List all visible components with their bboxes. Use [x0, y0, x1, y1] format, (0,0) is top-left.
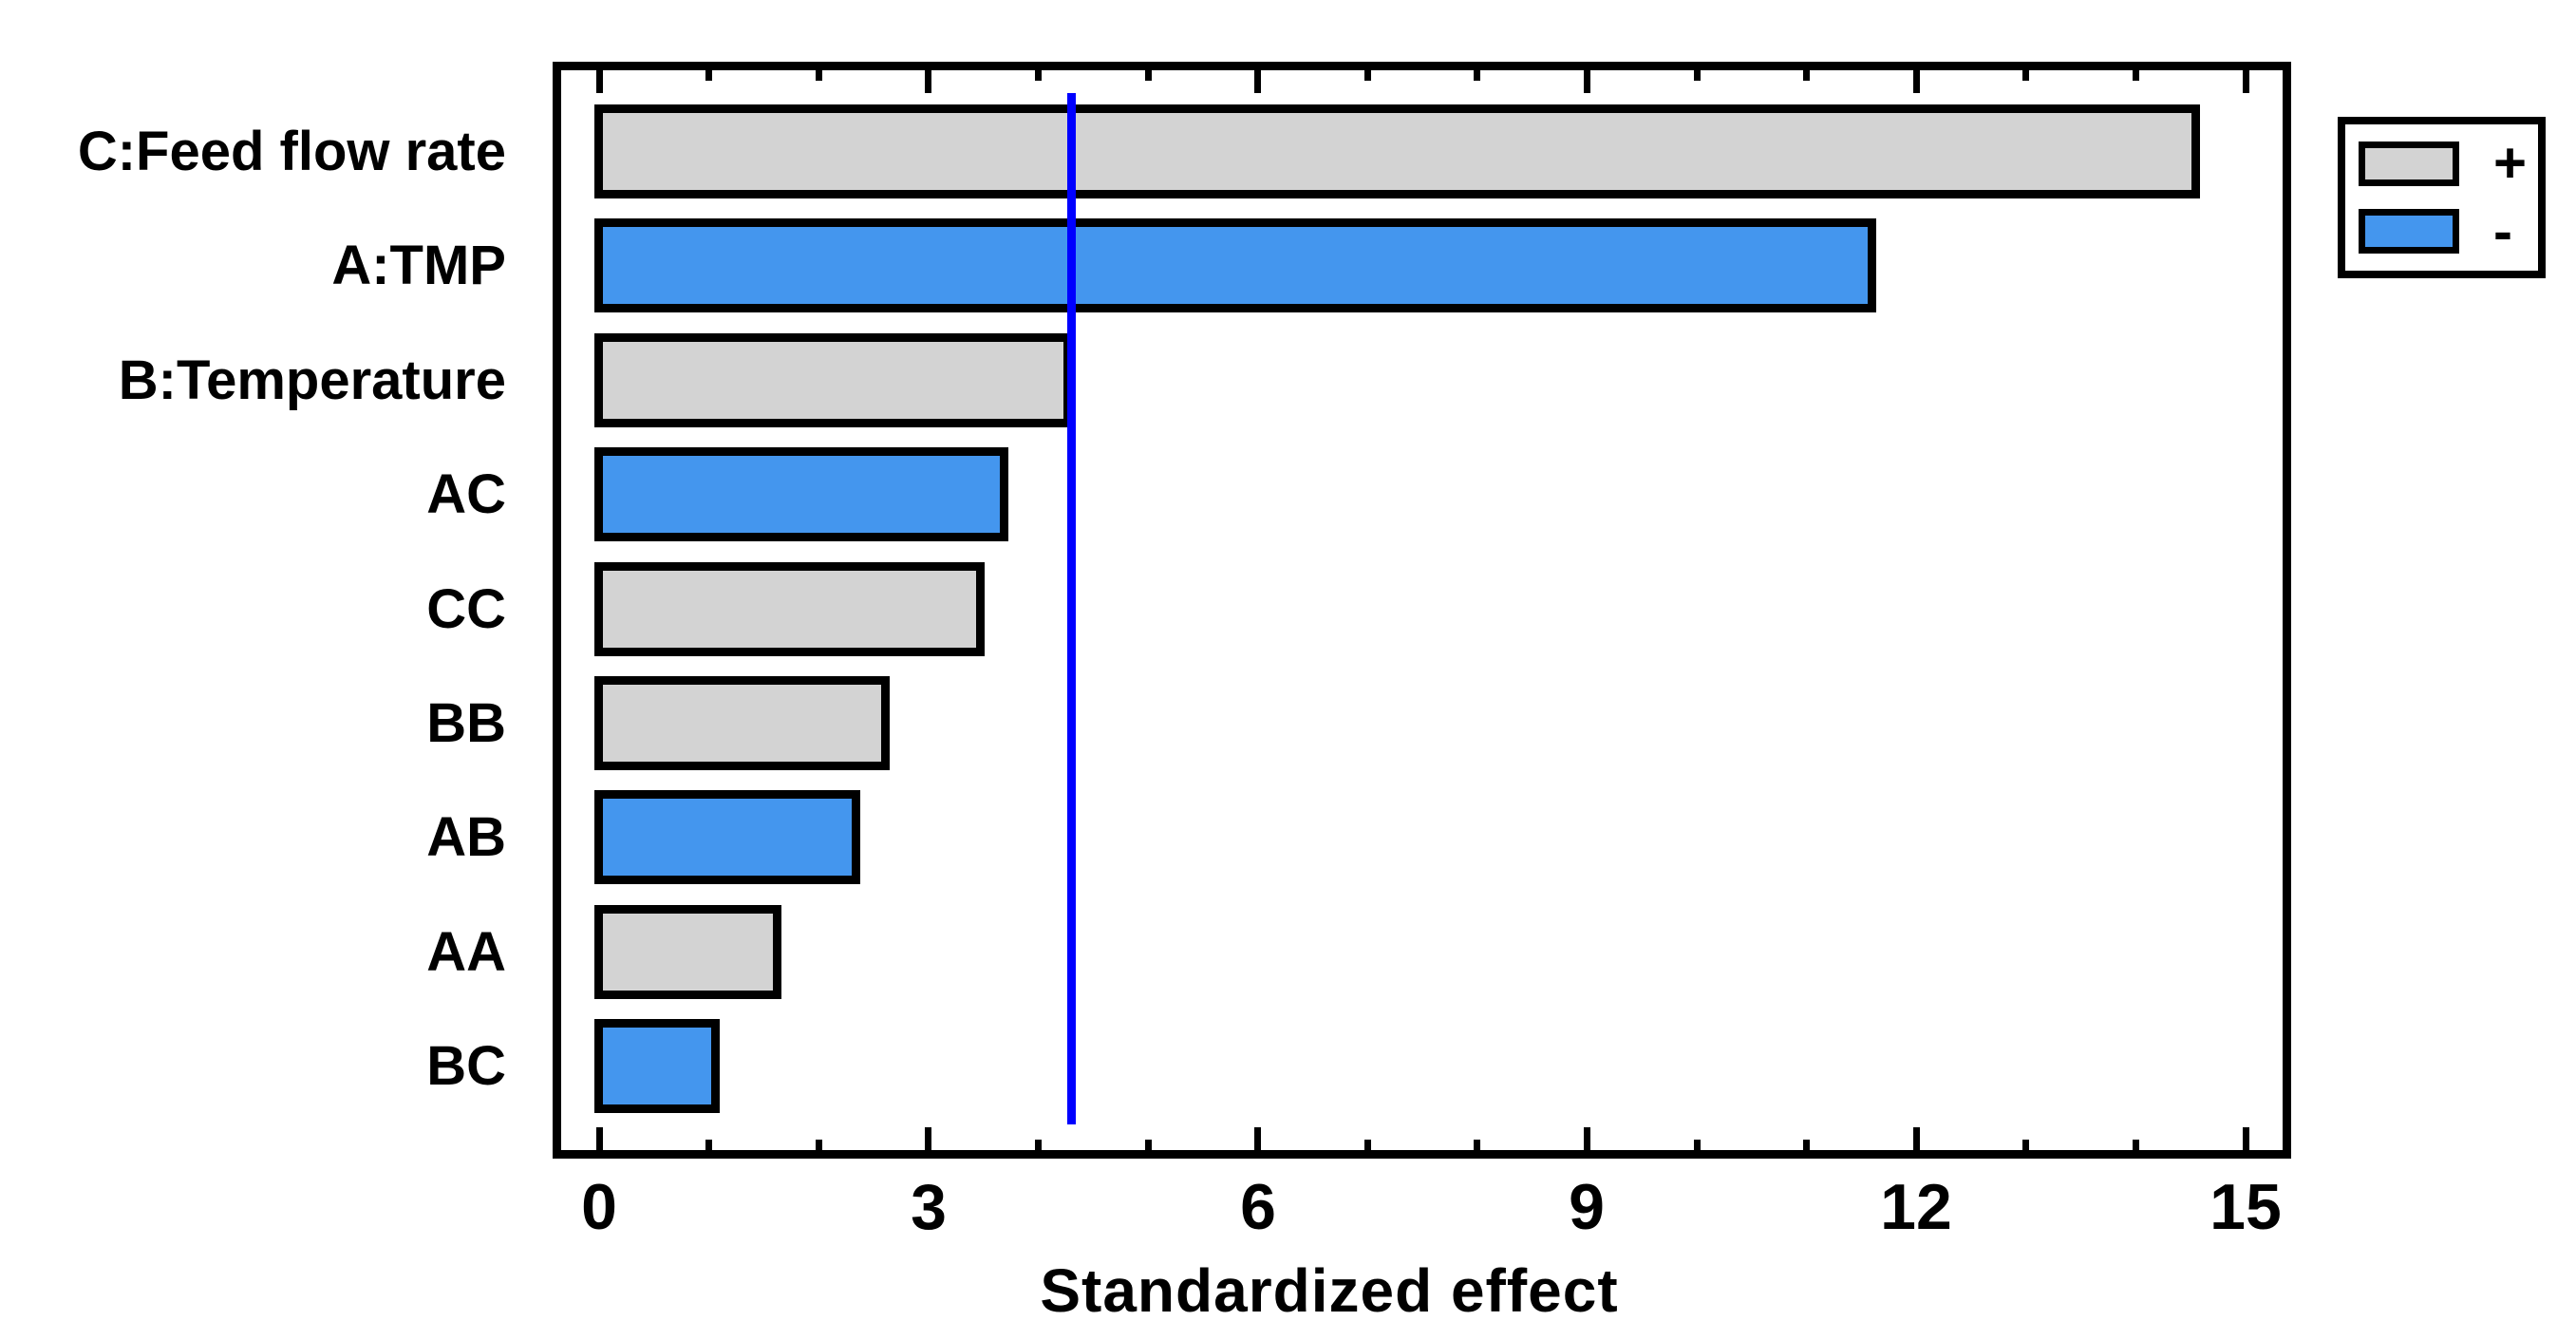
x-tick-label-9: 9 — [1569, 1171, 1605, 1243]
y-category-label-ab: AB — [426, 806, 506, 868]
x-major-tick-top — [1254, 70, 1261, 93]
legend-swatch-positive — [2359, 141, 2459, 186]
y-category-label-cc: CC — [426, 578, 506, 640]
x-tick-label-6: 6 — [1240, 1171, 1276, 1243]
y-category-label-b-temperature: B:Temperature — [118, 349, 506, 411]
x-minor-tick-top — [1474, 70, 1480, 81]
x-minor-tick-bottom — [1694, 1140, 1701, 1150]
y-category-label-aa: AA — [426, 921, 506, 983]
bar-ab — [594, 790, 860, 884]
x-tick-label-12: 12 — [1880, 1171, 1952, 1243]
x-major-tick-top — [596, 70, 603, 93]
x-tick-label-3: 3 — [911, 1171, 947, 1243]
bar-ac — [594, 447, 1008, 541]
x-tick-label-0: 0 — [581, 1171, 617, 1243]
x-minor-tick-bottom — [1145, 1140, 1152, 1150]
y-category-label-bb: BB — [426, 692, 506, 754]
x-minor-tick-top — [705, 70, 712, 81]
x-minor-tick-bottom — [1035, 1140, 1042, 1150]
critical-value-reference-line — [1067, 93, 1076, 1124]
x-major-tick-bottom — [925, 1127, 931, 1150]
x-minor-tick-top — [2022, 70, 2029, 81]
legend-symbol-minus: - — [2493, 198, 2512, 263]
x-major-tick-top — [1913, 70, 1920, 93]
x-minor-tick-top — [1035, 70, 1042, 81]
y-category-label-a-tmp: A:TMP — [331, 235, 506, 296]
x-major-tick-top — [2243, 70, 2249, 93]
x-minor-tick-bottom — [1803, 1140, 1810, 1150]
bar-bc — [594, 1019, 720, 1113]
y-category-label-c-feed-flow-rate: C:Feed flow rate — [77, 121, 506, 182]
x-minor-tick-top — [1694, 70, 1701, 81]
x-minor-tick-top — [2133, 70, 2139, 81]
legend-symbol-plus: + — [2493, 131, 2528, 196]
x-minor-tick-top — [1803, 70, 1810, 81]
bar-c-feed-flow-rate — [594, 104, 2200, 198]
x-minor-tick-bottom — [705, 1140, 712, 1150]
x-minor-tick-bottom — [2133, 1140, 2139, 1150]
x-tick-label-15: 15 — [2209, 1171, 2282, 1243]
x-major-tick-bottom — [1584, 1127, 1590, 1150]
bar-a-tmp — [594, 218, 1876, 312]
x-minor-tick-bottom — [2022, 1140, 2029, 1150]
x-minor-tick-bottom — [1364, 1140, 1371, 1150]
bar-bb — [594, 676, 890, 770]
x-major-tick-bottom — [1254, 1127, 1261, 1150]
legend: + - — [2338, 117, 2546, 278]
x-minor-tick-bottom — [1474, 1140, 1480, 1150]
x-minor-tick-top — [816, 70, 822, 81]
x-major-tick-top — [1584, 70, 1590, 93]
legend-row-positive: + — [2359, 131, 2528, 196]
y-category-label-bc: BC — [426, 1035, 506, 1097]
bar-cc — [594, 562, 985, 656]
y-category-label-ac: AC — [426, 463, 506, 525]
bar-aa — [594, 905, 781, 999]
x-minor-tick-top — [1145, 70, 1152, 81]
x-major-tick-bottom — [1913, 1127, 1920, 1150]
x-major-tick-bottom — [596, 1127, 603, 1150]
x-axis-title: Standardized effect — [1040, 1256, 1619, 1325]
x-major-tick-bottom — [2243, 1127, 2249, 1150]
x-minor-tick-top — [1364, 70, 1371, 81]
bar-b-temperature — [594, 333, 1072, 427]
legend-swatch-negative — [2359, 209, 2459, 255]
x-major-tick-top — [925, 70, 931, 93]
legend-row-negative: - — [2359, 198, 2525, 263]
x-minor-tick-bottom — [816, 1140, 822, 1150]
